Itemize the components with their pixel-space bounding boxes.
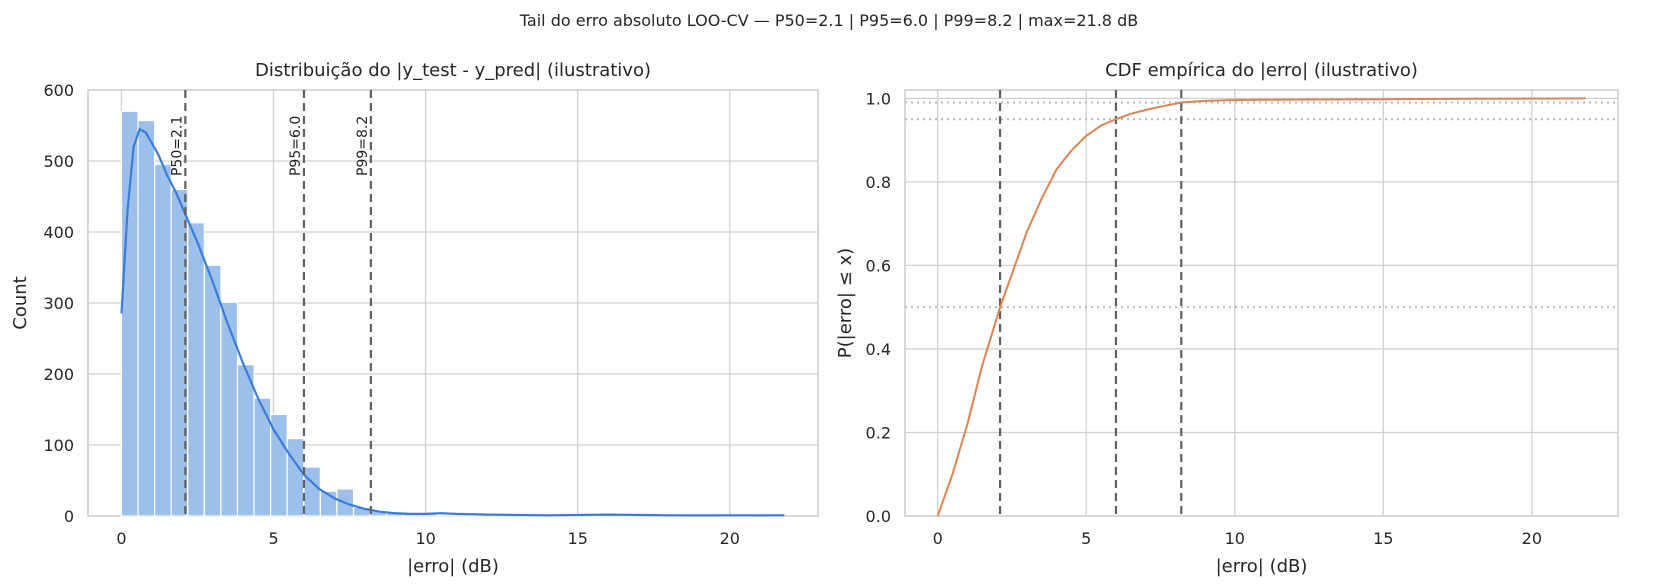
y-tick-label: 0.6 (866, 256, 891, 275)
histogram-bar (120, 110, 139, 517)
x-tick-label: 15 (568, 529, 588, 548)
cdf-axes-frame (904, 89, 1619, 517)
cdf-y-label: P(|erro| ≤ x) (835, 248, 856, 358)
histogram-bar (435, 513, 454, 517)
y-tick-label: 200 (43, 365, 74, 384)
x-tick-label: 10 (415, 529, 435, 548)
cdf-x-ticks: 0 5 10 15 20 (933, 529, 1542, 548)
cdf-y-ticks: 0.0 0.2 0.4 0.6 0.8 1.0 (866, 89, 891, 526)
cdf-x-label: |erro| (dB) (1216, 556, 1308, 577)
x-tick-label: 20 (1522, 529, 1542, 548)
kde-line (120, 127, 785, 517)
x-tick-label: 15 (1373, 529, 1393, 548)
cdf-line (936, 97, 1586, 517)
histogram-y-label: Count (10, 276, 31, 329)
y-tick-label: 0 (64, 507, 74, 526)
percentile-lines: P50=2.1 P95=6.0 P99=8.2 (169, 90, 372, 516)
histogram-x-ticks: 0 5 10 15 20 (116, 529, 740, 548)
percentile-label: P95=6.0 (288, 116, 304, 176)
histogram-title: Distribuição do |y_test - y_pred| (ilust… (255, 60, 651, 81)
figure-suptitle: Tail do erro absoluto LOO-CV — P50=2.1 |… (519, 11, 1138, 30)
histogram-panel: P50=2.1 P95=6.0 P99=8.2 0 5 10 15 20 0 100 200 30… (10, 60, 819, 577)
y-tick-label: 0.2 (866, 423, 891, 442)
x-tick-label: 20 (720, 529, 740, 548)
percentile-label: P50=2.1 (169, 116, 185, 176)
histogram-bar (253, 397, 272, 517)
x-tick-label: 10 (1225, 529, 1245, 548)
histogram-bar (220, 301, 239, 517)
y-tick-label: 300 (43, 294, 74, 313)
quantile-reference-lines (905, 101, 1618, 309)
y-tick-label: 0.4 (866, 340, 891, 359)
histogram-bar (236, 364, 255, 517)
histogram-bar (154, 163, 172, 517)
y-tick-label: 100 (43, 436, 74, 455)
x-tick-label: 5 (268, 529, 278, 548)
percentile-label: P99=8.2 (355, 116, 371, 176)
y-tick-label: 400 (43, 223, 74, 242)
x-tick-label: 0 (933, 529, 943, 548)
y-tick-label: 1.0 (866, 89, 891, 108)
cdf-panel: 0 5 10 15 20 0.0 0.2 0.4 0.6 0.8 1.0 CDF empírica… (835, 60, 1619, 577)
histogram-bar (137, 119, 156, 517)
histogram-y-ticks: 0 100 200 300 400 500 600 (43, 81, 74, 526)
histogram-bars (120, 110, 786, 517)
histogram-x-label: |erro| (dB) (407, 556, 499, 577)
y-tick-label: 0.8 (866, 173, 891, 192)
cdf-title: CDF empírica do |erro| (ilustrativo) (1105, 60, 1418, 81)
percentile-lines (998, 90, 1183, 516)
histogram-grid (88, 89, 818, 517)
y-tick-label: 0.0 (866, 507, 891, 526)
histogram-bar (187, 222, 205, 517)
x-tick-label: 0 (116, 529, 126, 548)
x-tick-label: 5 (1081, 529, 1091, 548)
histogram-bar (203, 264, 222, 517)
histogram-bar (303, 466, 321, 517)
y-tick-label: 500 (43, 152, 74, 171)
cdf-grid (905, 90, 1618, 517)
histogram-bar (286, 438, 305, 517)
y-tick-label: 600 (43, 81, 74, 100)
